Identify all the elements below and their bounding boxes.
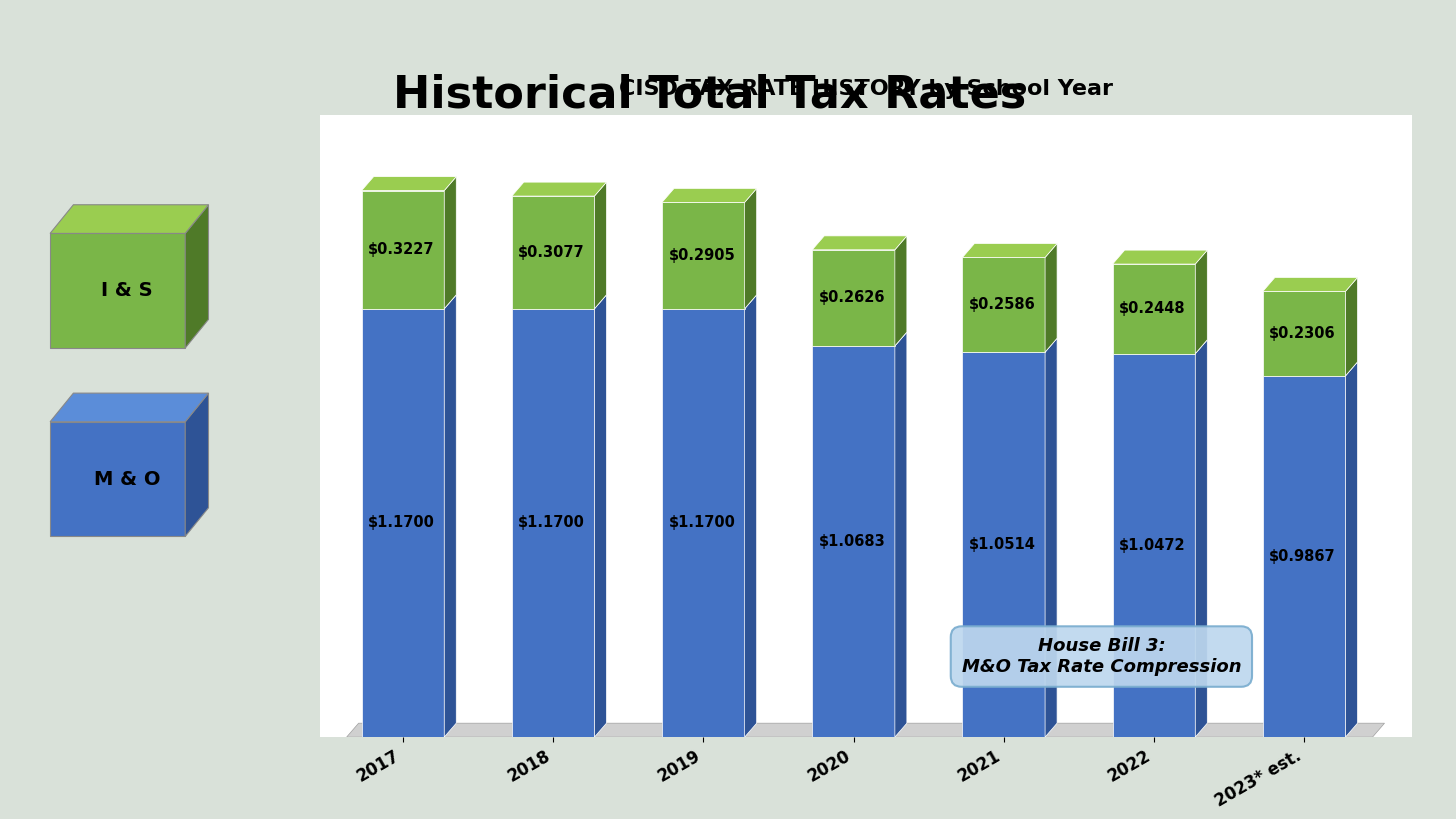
Polygon shape — [812, 346, 895, 737]
Polygon shape — [962, 338, 1057, 352]
Text: Historical Total Tax Rates: Historical Total Tax Rates — [393, 74, 1026, 117]
Text: $1.0514: $1.0514 — [968, 537, 1035, 552]
Text: $0.9867: $0.9867 — [1270, 549, 1337, 564]
Polygon shape — [1262, 292, 1345, 376]
Text: $0.2306: $0.2306 — [1270, 326, 1337, 341]
Polygon shape — [594, 295, 607, 737]
Polygon shape — [513, 182, 607, 196]
Text: $1.1700: $1.1700 — [368, 515, 435, 531]
Polygon shape — [361, 191, 444, 309]
Polygon shape — [895, 236, 907, 346]
Polygon shape — [1195, 250, 1207, 354]
Polygon shape — [185, 393, 208, 536]
Text: $0.2905: $0.2905 — [668, 248, 735, 263]
Polygon shape — [662, 188, 757, 202]
Polygon shape — [185, 205, 208, 348]
Polygon shape — [50, 233, 185, 348]
Polygon shape — [444, 177, 456, 309]
Polygon shape — [662, 202, 744, 309]
Polygon shape — [744, 295, 757, 737]
Text: $1.0683: $1.0683 — [818, 534, 885, 549]
Polygon shape — [1045, 338, 1057, 737]
Polygon shape — [812, 332, 907, 346]
Polygon shape — [361, 177, 456, 191]
Polygon shape — [1112, 354, 1195, 737]
Text: $0.2626: $0.2626 — [818, 291, 885, 305]
Polygon shape — [1262, 278, 1357, 292]
Polygon shape — [444, 295, 456, 737]
Polygon shape — [50, 422, 185, 536]
Polygon shape — [662, 295, 757, 309]
Polygon shape — [347, 723, 1385, 737]
Polygon shape — [50, 393, 208, 422]
Text: $1.1700: $1.1700 — [668, 515, 735, 531]
Polygon shape — [662, 309, 744, 737]
Text: $0.2586: $0.2586 — [968, 297, 1035, 312]
Polygon shape — [594, 182, 607, 309]
Polygon shape — [962, 243, 1057, 257]
Polygon shape — [513, 309, 594, 737]
Text: $0.2448: $0.2448 — [1120, 301, 1185, 316]
Text: $1.0472: $1.0472 — [1120, 538, 1185, 553]
Title: CISD TAX RATE HISTORY by School Year: CISD TAX RATE HISTORY by School Year — [619, 79, 1114, 99]
Polygon shape — [895, 332, 907, 737]
Polygon shape — [1262, 362, 1357, 376]
Polygon shape — [1112, 250, 1207, 264]
Polygon shape — [361, 295, 456, 309]
Text: M & O: M & O — [93, 469, 160, 489]
Text: House Bill 3:
M&O Tax Rate Compression: House Bill 3: M&O Tax Rate Compression — [961, 637, 1241, 676]
Polygon shape — [744, 188, 757, 309]
Polygon shape — [1345, 278, 1357, 376]
Polygon shape — [962, 352, 1045, 737]
Polygon shape — [361, 309, 444, 737]
Polygon shape — [50, 205, 208, 233]
Polygon shape — [1045, 243, 1057, 352]
Polygon shape — [1262, 376, 1345, 737]
Polygon shape — [812, 236, 907, 250]
Polygon shape — [1112, 264, 1195, 354]
Polygon shape — [1112, 340, 1207, 354]
Text: $1.1700: $1.1700 — [518, 515, 585, 531]
Text: I & S: I & S — [100, 281, 153, 301]
Text: $0.3077: $0.3077 — [518, 245, 585, 260]
Polygon shape — [1195, 340, 1207, 737]
Polygon shape — [962, 257, 1045, 352]
Polygon shape — [513, 295, 607, 309]
Polygon shape — [812, 250, 895, 346]
Text: $0.3227: $0.3227 — [368, 242, 435, 257]
Polygon shape — [513, 196, 594, 309]
Polygon shape — [1345, 362, 1357, 737]
